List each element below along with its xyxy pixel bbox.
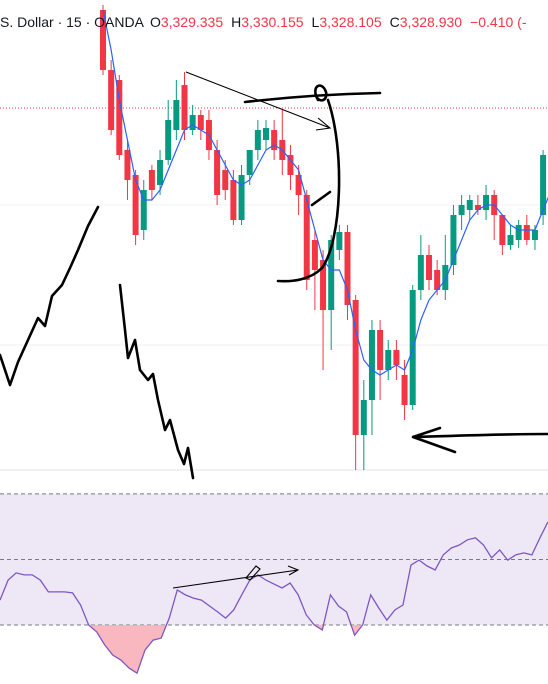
candle-body [173, 100, 180, 130]
candle-body [271, 130, 278, 150]
candle-body [303, 195, 310, 280]
candle-body [148, 170, 155, 190]
candle-body [393, 350, 400, 365]
symbol: S. Dollar · 15 · OANDA [0, 14, 145, 30]
candle-body [222, 170, 229, 190]
candle-body [466, 200, 473, 210]
candle-body [140, 190, 147, 230]
candle-body [238, 175, 245, 220]
candle-body [100, 10, 106, 70]
candle-body [124, 150, 131, 180]
candle-body [450, 215, 457, 265]
open: 3,329.335 [161, 14, 223, 30]
candle-body [523, 225, 530, 240]
close-label: C [390, 14, 400, 30]
candle-body [230, 180, 237, 220]
candle-body [531, 230, 538, 240]
candle-body [385, 350, 392, 370]
rsi-line [0, 521, 548, 675]
candle-body [499, 215, 506, 245]
candle-body [507, 235, 514, 245]
candle-body [311, 240, 318, 270]
candle-body [214, 150, 221, 195]
candle-body [263, 128, 269, 140]
candle-body [458, 205, 465, 215]
drawings [0, 71, 548, 589]
open-label: O [150, 14, 161, 30]
candle-body [181, 85, 188, 130]
candle-body [157, 160, 164, 185]
candle-body [295, 175, 302, 195]
candle-body [116, 80, 123, 155]
candle-body [483, 195, 490, 210]
candle-body [189, 115, 196, 130]
candle-body [409, 290, 416, 405]
candle-body [108, 70, 115, 130]
candle-body [368, 330, 375, 400]
high: 3,330.155 [241, 14, 303, 30]
oversold-fill [0, 625, 548, 674]
legend-header: S. Dollar · 15 · OANDA O3,329.335 H3,330.1… [0, 14, 527, 30]
candle-body [426, 255, 432, 280]
candle-body [377, 330, 384, 370]
candle-body [254, 130, 261, 150]
candle-body [401, 375, 408, 405]
grid [0, 204, 548, 471]
candle-body [352, 300, 359, 435]
candle-body [540, 155, 547, 215]
candle-body [165, 120, 172, 160]
low: 3,328.105 [319, 14, 381, 30]
high-label: H [231, 14, 241, 30]
close: 3,328.930 [400, 14, 462, 30]
candle-body [434, 270, 441, 290]
change: −0.410 (- [470, 14, 527, 30]
candle-body [442, 265, 449, 290]
low-label: L [312, 14, 320, 30]
candle-body [320, 260, 327, 310]
candle-body [287, 155, 294, 175]
candle-body [336, 232, 343, 250]
candle-body [360, 400, 367, 435]
candle-body [197, 115, 204, 130]
moving-average [102, 9, 548, 376]
candle-body [344, 232, 351, 305]
candle-body [328, 240, 335, 310]
candle-body [246, 150, 253, 175]
candle-body [417, 255, 424, 290]
candle-body [132, 175, 139, 235]
candle-body [515, 225, 522, 240]
candle-body [474, 205, 481, 210]
